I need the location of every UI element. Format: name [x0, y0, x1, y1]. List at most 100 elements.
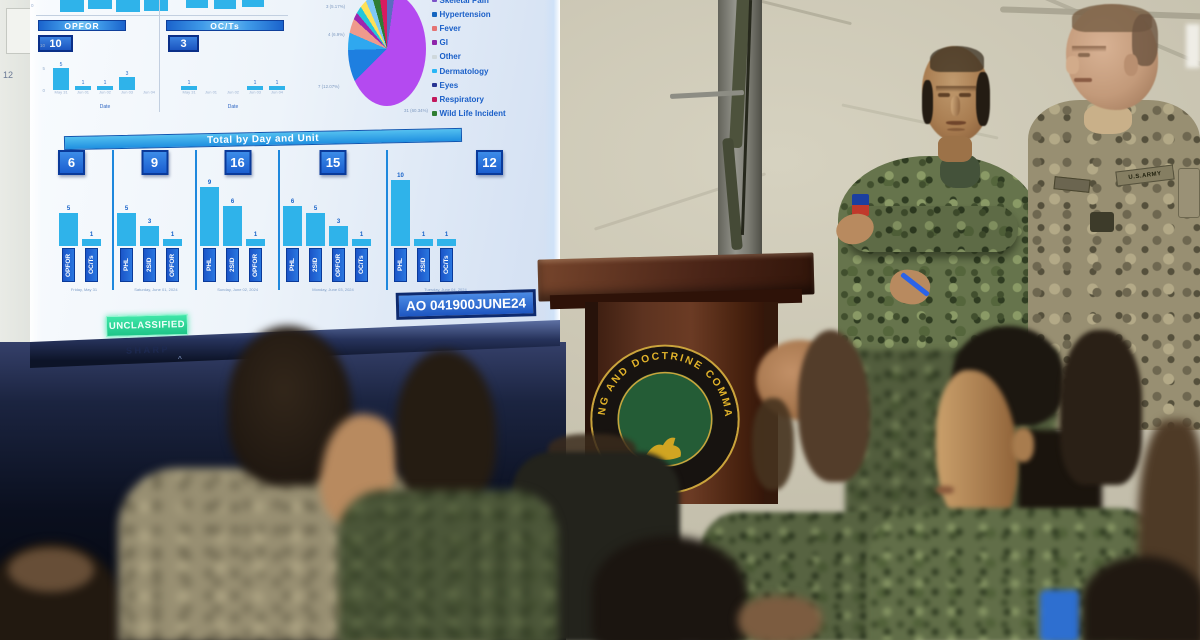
mini-bar-value: 1: [275, 79, 279, 86]
unit-bar-column: 9 PHL: [200, 180, 219, 282]
audience-head-corner-crown: [8, 548, 94, 592]
legend-marker: [432, 12, 437, 17]
ph-officer-mouth: [946, 121, 966, 125]
top-partial-bar: [144, 0, 168, 11]
day-group: 6 5 OPFOR 1 OC/Ts Friday, May 31: [56, 150, 112, 292]
unit-bar: [82, 239, 101, 246]
unit-label-plate: 2SID: [309, 248, 322, 282]
group-separator: [278, 150, 280, 290]
unit-bar-value: 1: [359, 232, 364, 239]
ph-officer-eye: [959, 93, 971, 97]
audience-head-front-center: [592, 536, 747, 640]
chair-back-blue: [1040, 590, 1080, 640]
octs-title: OC/Ts: [166, 20, 284, 31]
us-colonel-nose: [1066, 56, 1079, 74]
day-group: 9 5 PHL 3 2SID 1 OPFOR Saturday, June 01, 2024: [114, 150, 195, 292]
octs-plot: 1 May 31 Jun 01 Jun 02 1 Jun 03 1 Jun 04: [178, 46, 288, 95]
unit-bar: [352, 239, 371, 246]
audience-head-balding-hair: [798, 330, 870, 482]
opfor-yaxis: 10 5 0: [40, 43, 45, 93]
panel-divider-h: [36, 15, 288, 16]
mini-x-tick: Jun 02: [98, 90, 112, 95]
day-group-bars: 5 OPFOR 1 OC/Ts: [59, 206, 101, 282]
legend-label: Skeletal Pain: [439, 0, 489, 5]
us-colonel-brow: [1072, 46, 1106, 52]
unit-bar-value: 1: [421, 232, 426, 239]
unit-bar-value: 9: [207, 179, 212, 186]
unit-label-plate: OC/Ts: [355, 248, 368, 282]
unit-bar-value: 5: [66, 206, 71, 212]
unit-label-plate: OPFOR: [249, 248, 262, 282]
army-tape-text: U.S.ARMY: [1128, 170, 1162, 181]
unit-label-plate: OPFOR: [332, 248, 345, 282]
mini-bar: [119, 76, 135, 90]
ph-officer-nose: [951, 96, 960, 116]
mini-bar-value: 1: [103, 79, 107, 86]
mini-x-tick: May 31: [182, 90, 196, 95]
opfor-total-badge: 10: [38, 35, 73, 52]
mini-bar-slot: 3 Jun 03: [116, 46, 138, 95]
unit-bar-value: 10: [397, 173, 404, 179]
us-colonel-mouth: [1074, 78, 1092, 82]
screen-glare-left: [30, 0, 42, 346]
legend-marker: [432, 26, 437, 31]
unit-label-plate: PHL: [203, 248, 216, 282]
ph-officer-hair-side: [976, 72, 990, 126]
ph-officer-hair-side: [922, 80, 933, 124]
us-colonel-eye: [1078, 53, 1090, 57]
wall-strip-label: 12: [3, 70, 14, 80]
mini-x-tick: Jun 01: [204, 90, 218, 95]
legend-item: GI: [432, 36, 558, 50]
legend-label: Other: [439, 52, 461, 62]
wall-strip-paper: [6, 8, 32, 54]
mini-bar: [181, 85, 197, 90]
top-partial-bar: [242, 0, 264, 7]
unit-bar-value: 1: [89, 232, 94, 239]
octs-xlabel: Date: [227, 104, 239, 110]
day-total-badge: 16: [224, 150, 251, 175]
opfor-mini-chart: 10 5 0 5 May 31 1 Jun 01 1 Jun 02 3 Jun 03 Jun 04 …: [40, 43, 160, 110]
unit-label-plate: PHL: [120, 248, 133, 282]
unit-bar-column: 5 OPFOR: [59, 206, 78, 282]
unit-bar-column: 3 OPFOR: [329, 219, 348, 282]
group-separator: [386, 150, 388, 290]
mini-bar: [247, 85, 263, 90]
unit-bar-column: 1 OC/Ts: [352, 232, 371, 282]
ph-officer: [828, 38, 1043, 368]
legend-item: Other: [432, 50, 558, 64]
day-date-label: Tuesday, June 04, 2024: [424, 287, 467, 293]
ph-officer-chin-shadow: [947, 128, 965, 131]
legend-label: Respiratory: [439, 94, 484, 104]
legend-label: Fever: [439, 23, 461, 33]
ph-officer-crossed-arms: [846, 206, 1018, 252]
audience-head-center: [396, 350, 496, 508]
day-group: 15 6 PHL 5 2SID 3 OPFOR 1 OC/Ts Monday, June 03, …: [280, 150, 386, 292]
pie-legend: Skeletal Pain Hypertension Fever GI Other Der…: [432, 0, 558, 121]
unit-bar: [59, 213, 78, 246]
day-total-badge: 15: [319, 150, 347, 175]
day-group: 12 10 PHL 1 2SID 1 OC/Ts Tuesday, June 04, 2024: [388, 150, 503, 292]
unit-bar: [117, 213, 136, 246]
unit-bar: [140, 226, 159, 246]
unit-bar: [246, 239, 265, 246]
audience-body: [338, 490, 558, 640]
us-colonel-ear: [1124, 54, 1138, 76]
audience-head-dark: [1060, 330, 1142, 485]
unit-bar-value: 1: [170, 232, 175, 239]
unit-bar: [391, 180, 410, 246]
audience-head-balding-hairside: [752, 398, 794, 490]
ph-officer-head: [922, 46, 990, 142]
pie-callout: 4 (6.9%): [328, 32, 345, 37]
day-group-bars: 6 PHL 5 2SID 3 OPFOR 1 OC/Ts: [283, 199, 371, 282]
top-partial-chart-tick: 0: [31, 3, 34, 8]
unit-bar-column: 5 2SID: [306, 206, 325, 282]
mini-bar-value: 1: [253, 79, 257, 86]
opfor-plot: 5 May 31 1 Jun 01 1 Jun 02 3 Jun 03 Jun 04: [50, 46, 160, 95]
mini-x-tick: Jun 04: [142, 90, 156, 95]
mini-x-tick: Jun 03: [120, 90, 134, 95]
screen-surface: 0 OPFOR 10 10 5 0 5 May 31 1 Jun 01 1 Jun 02 3 Ju…: [30, 0, 560, 346]
unit-bar: [329, 226, 348, 246]
unit-bar-column: 6 2SID: [223, 199, 242, 282]
unit-bar: [437, 239, 456, 246]
unit-label-plate: 2SID: [143, 248, 156, 282]
